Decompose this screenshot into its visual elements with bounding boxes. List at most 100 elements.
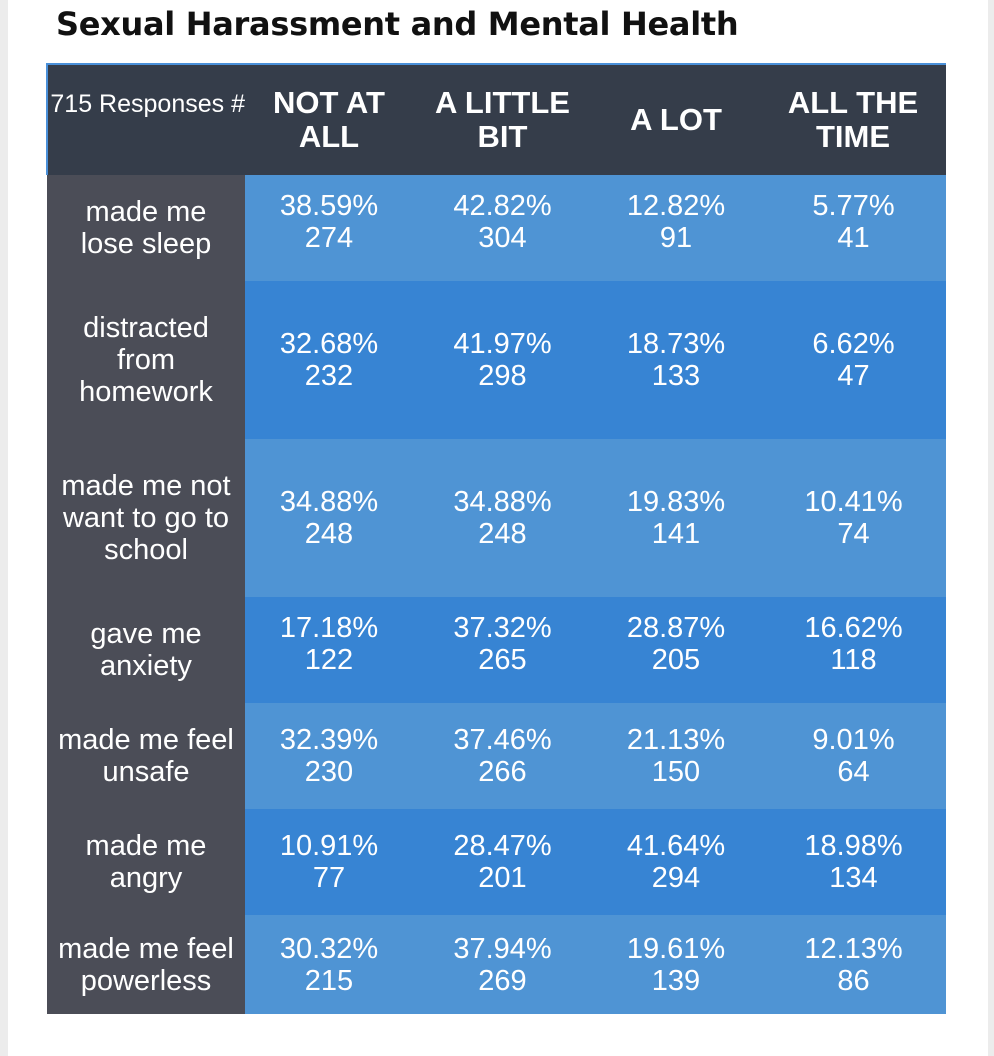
- cell-a-lot: 18.73% 133: [592, 281, 760, 439]
- cell-value-group: 6.62% 47: [760, 328, 946, 392]
- cell-value-group: 32.39% 230: [245, 724, 413, 788]
- row-label-text: made me feel unsafe: [58, 724, 234, 788]
- count-value: 304: [478, 222, 527, 254]
- count-value: 265: [478, 644, 527, 676]
- row-label: made me lose sleep: [47, 175, 245, 281]
- cell-value-group: 42.82% 304: [413, 190, 592, 254]
- percent-value: 12.13%: [804, 933, 903, 965]
- percent-value: 34.88%: [279, 486, 379, 518]
- cell-all-the-time: 5.77% 41: [760, 175, 946, 281]
- table-row: distracted from homework 32.68% 232 41.97% 2…: [47, 281, 946, 439]
- cell-a-lot: 19.61% 139: [592, 915, 760, 1014]
- row-label-text: distracted from homework: [79, 312, 213, 408]
- table-body: made me lose sleep 38.59% 274 42.82% 304 12.8…: [47, 175, 946, 1014]
- table-row: made me feel unsafe 32.39% 230 37.46% 266 21.…: [47, 703, 946, 809]
- table-row: made me angry 10.91% 77 28.47% 201 41.64% 294 1…: [47, 809, 946, 915]
- responses-count-header: # of 715 Responses: [46, 63, 245, 175]
- column-header-not-at-all-text: NOT AT ALL: [273, 85, 385, 154]
- cell-a-lot: 28.87% 205: [592, 597, 760, 703]
- percent-value: 41.97%: [453, 328, 552, 360]
- count-value: 86: [837, 965, 870, 997]
- column-header-a-lot-text: A LOT: [630, 102, 722, 137]
- cell-value-group: 41.97% 298: [413, 328, 592, 392]
- percent-value: 37.32%: [453, 612, 552, 644]
- percent-value: 12.82%: [626, 190, 726, 222]
- count-value: 41: [837, 222, 870, 254]
- table-row: made me feel powerless 30.32% 215 37.94% 269…: [47, 915, 946, 1014]
- row-label-text: made me feel powerless: [58, 933, 234, 997]
- cell-value-group: 9.01% 64: [760, 724, 946, 788]
- cell-value-group: 37.46% 266: [413, 724, 592, 788]
- cell-value-group: 32.68% 232: [245, 328, 413, 392]
- count-value: 122: [304, 644, 354, 676]
- percent-value: 37.94%: [453, 933, 552, 965]
- percent-value: 28.87%: [626, 612, 726, 644]
- percent-value: 19.61%: [626, 933, 726, 965]
- cell-a-lot: 12.82% 91: [592, 175, 760, 281]
- cell-value-group: 21.13% 150: [592, 724, 760, 788]
- count-value: 230: [304, 756, 354, 788]
- percent-value: 6.62%: [812, 328, 895, 360]
- count-value: 266: [478, 756, 527, 788]
- cell-value-group: 10.91% 77: [245, 830, 413, 894]
- percent-value: 5.77%: [812, 190, 895, 222]
- cell-value-group: 16.62% 118: [760, 612, 946, 676]
- cell-value-group: 28.47% 201: [413, 830, 592, 894]
- count-value: 74: [837, 518, 870, 550]
- row-label-text: made me angry: [85, 830, 207, 894]
- header-row: # of 715 Responses NOT AT ALL A LITTLE B…: [46, 63, 946, 175]
- cell-not-at-all: 10.91% 77: [245, 809, 413, 915]
- row-label-text: made me lose sleep: [80, 196, 212, 260]
- count-value: 232: [304, 360, 354, 392]
- cell-value-group: 41.64% 294: [592, 830, 760, 894]
- percent-value: 41.64%: [626, 830, 726, 862]
- count-value: 91: [659, 222, 693, 254]
- column-header-all-the-time: ALL THE TIME: [760, 63, 946, 175]
- column-header-a-lot: A LOT: [592, 63, 760, 175]
- percent-value: 9.01%: [812, 724, 895, 756]
- cell-value-group: 37.94% 269: [413, 933, 592, 997]
- percent-value: 32.39%: [279, 724, 379, 756]
- cell-value-group: 19.83% 141: [592, 486, 760, 550]
- cell-value-group: 12.13% 86: [760, 933, 946, 997]
- cell-a-lot: 41.64% 294: [592, 809, 760, 915]
- percent-value: 19.83%: [626, 486, 726, 518]
- count-value: 298: [478, 360, 527, 392]
- cell-a-little-bit: 28.47% 201: [413, 809, 592, 915]
- cell-not-at-all: 17.18% 122: [245, 597, 413, 703]
- cell-value-group: 28.87% 205: [592, 612, 760, 676]
- count-value: 294: [651, 862, 701, 894]
- percent-value: 42.82%: [453, 190, 552, 222]
- column-header-all-the-time-text: ALL THE TIME: [787, 85, 919, 154]
- cell-value-group: 18.98% 134: [760, 830, 946, 894]
- cell-value-group: 37.32% 265: [413, 612, 592, 676]
- cell-not-at-all: 38.59% 274: [245, 175, 413, 281]
- cell-all-the-time: 12.13% 86: [760, 915, 946, 1014]
- cell-value-group: 10.41% 74: [760, 486, 946, 550]
- cell-all-the-time: 6.62% 47: [760, 281, 946, 439]
- column-header-a-little-bit-text: A LITTLE BIT: [435, 85, 570, 154]
- percent-value: 21.13%: [626, 724, 726, 756]
- cell-not-at-all: 34.88% 248: [245, 439, 413, 597]
- count-value: 133: [651, 360, 701, 392]
- percent-value: 10.91%: [279, 830, 379, 862]
- page-title: Sexual Harassment and Mental Health: [56, 5, 739, 43]
- row-label: made me angry: [47, 809, 245, 915]
- left-gutter: [0, 0, 8, 1056]
- count-value: 248: [478, 518, 527, 550]
- cell-a-little-bit: 37.94% 269: [413, 915, 592, 1014]
- count-value: 150: [651, 756, 701, 788]
- row-label-text: gave me anxiety: [90, 618, 202, 682]
- count-value: 134: [829, 862, 878, 894]
- cell-not-at-all: 32.68% 232: [245, 281, 413, 439]
- cell-a-little-bit: 37.46% 266: [413, 703, 592, 809]
- count-value: 47: [837, 360, 870, 392]
- count-value: 77: [312, 862, 346, 894]
- cell-a-lot: 21.13% 150: [592, 703, 760, 809]
- results-table: # of 715 Responses NOT AT ALL A LITTLE B…: [46, 63, 946, 1014]
- row-label: distracted from homework: [47, 281, 245, 439]
- cell-all-the-time: 16.62% 118: [760, 597, 946, 703]
- count-value: 274: [304, 222, 354, 254]
- cell-a-little-bit: 37.32% 265: [413, 597, 592, 703]
- cell-value-group: 19.61% 139: [592, 933, 760, 997]
